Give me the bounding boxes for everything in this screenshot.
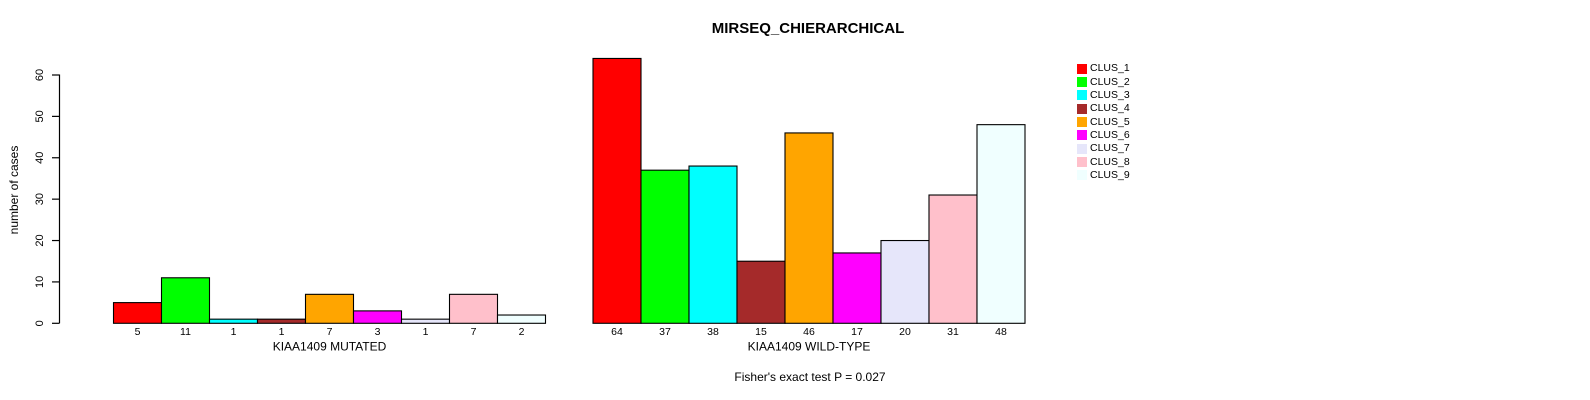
legend-swatch bbox=[1077, 77, 1087, 88]
legend-item: CLUS_7 bbox=[1077, 142, 1130, 155]
legend-swatch bbox=[1077, 143, 1087, 154]
legend-item: CLUS_6 bbox=[1077, 129, 1130, 142]
bar-value-label: 3 bbox=[375, 326, 381, 338]
legend-item: CLUS_9 bbox=[1077, 169, 1130, 182]
bar-clus_2-mutated bbox=[160, 277, 211, 324]
bar-value-label: 7 bbox=[327, 326, 333, 338]
bar-clus_8-mutated bbox=[448, 293, 499, 324]
legend-item: CLUS_1 bbox=[1077, 62, 1130, 75]
bar-value-label: 11 bbox=[180, 326, 191, 338]
bar-clus_7-wildtype bbox=[880, 239, 930, 324]
legend-swatch bbox=[1077, 117, 1087, 128]
legend-item: CLUS_3 bbox=[1077, 89, 1130, 102]
bar-value-label: 37 bbox=[659, 326, 671, 338]
bar-value-label: 2 bbox=[519, 326, 525, 338]
legend-swatch bbox=[1077, 170, 1087, 181]
bar-value-label: 38 bbox=[707, 326, 719, 338]
bar-clus_5-mutated bbox=[304, 293, 355, 324]
bar-clus_3-mutated bbox=[208, 318, 259, 324]
bar-clus_2-wildtype bbox=[640, 169, 690, 324]
legend-swatch bbox=[1077, 103, 1087, 114]
legend-swatch bbox=[1077, 90, 1087, 101]
legend-item-label: CLUS_1 bbox=[1090, 62, 1130, 75]
legend-item-label: CLUS_4 bbox=[1090, 102, 1130, 115]
bar-value-label: 64 bbox=[611, 326, 623, 338]
chart-title: MIRSEQ_CHIERARCHICAL bbox=[711, 20, 905, 37]
y-axis-tick-label: 0 bbox=[34, 320, 46, 326]
legend-item: CLUS_2 bbox=[1077, 75, 1130, 88]
bar-value-label: 1 bbox=[423, 326, 429, 338]
bar-value-label: 46 bbox=[803, 326, 815, 338]
legend-item: CLUS_8 bbox=[1077, 155, 1130, 168]
fisher-test-annotation: Fisher's exact test P = 0.027 bbox=[734, 370, 886, 384]
legend: CLUS_1 CLUS_2 CLUS_3 CLUS_4 CLUS_5 CLUS_6 CLUS… bbox=[1077, 62, 1130, 182]
bar-value-label: 5 bbox=[135, 326, 141, 338]
bar-value-label: 20 bbox=[899, 326, 911, 338]
bar-clus_9-wildtype bbox=[976, 124, 1026, 324]
bar-value-label: 1 bbox=[231, 326, 237, 338]
y-axis-tick-label: 10 bbox=[34, 276, 46, 288]
bar-clus_1-wildtype bbox=[592, 57, 642, 324]
legend-item-label: CLUS_2 bbox=[1090, 75, 1130, 88]
y-axis-tick-label: 40 bbox=[34, 152, 46, 164]
bar-value-label: 48 bbox=[995, 326, 1007, 338]
bar-value-label: 17 bbox=[851, 326, 863, 338]
legend-item-label: CLUS_9 bbox=[1090, 169, 1130, 182]
bar-clus_5-wildtype bbox=[784, 132, 834, 324]
bar-clus_4-wildtype bbox=[736, 260, 786, 324]
bar-value-label: 15 bbox=[755, 326, 767, 338]
group-axis-label: KIAA1409 MUTATED bbox=[273, 340, 387, 354]
bar-clus_3-wildtype bbox=[688, 165, 738, 324]
legend-item-label: CLUS_6 bbox=[1090, 129, 1130, 142]
legend-item-label: CLUS_8 bbox=[1090, 155, 1130, 168]
bar-clus_7-mutated bbox=[400, 318, 451, 324]
bar-clus_6-mutated bbox=[352, 310, 403, 324]
y-axis-tick-label: 50 bbox=[34, 110, 46, 122]
legend-item-label: CLUS_7 bbox=[1090, 142, 1130, 155]
y-axis-tick-label: 20 bbox=[34, 234, 46, 246]
y-axis-tick-label: 30 bbox=[34, 193, 46, 205]
bar-clus_6-wildtype bbox=[832, 252, 882, 324]
bar-value-label: 7 bbox=[471, 326, 477, 338]
group-axis-label: KIAA1409 WILD-TYPE bbox=[748, 340, 871, 354]
bar-clus_9-mutated bbox=[496, 314, 547, 324]
legend-item: CLUS_5 bbox=[1077, 115, 1130, 128]
bar-value-label: 31 bbox=[947, 326, 959, 338]
bar-clus_1-mutated bbox=[112, 302, 163, 324]
bar-clus_8-wildtype bbox=[928, 194, 978, 324]
legend-swatch bbox=[1077, 130, 1087, 141]
legend-swatch bbox=[1077, 157, 1087, 168]
y-axis-tick-label: 60 bbox=[34, 69, 46, 81]
legend-item-label: CLUS_5 bbox=[1090, 115, 1130, 128]
legend-item: CLUS_4 bbox=[1077, 102, 1130, 115]
legend-item-label: CLUS_3 bbox=[1090, 89, 1130, 102]
bar-clus_4-mutated bbox=[256, 318, 307, 324]
bar-value-label: 1 bbox=[279, 326, 285, 338]
legend-swatch bbox=[1077, 63, 1087, 74]
